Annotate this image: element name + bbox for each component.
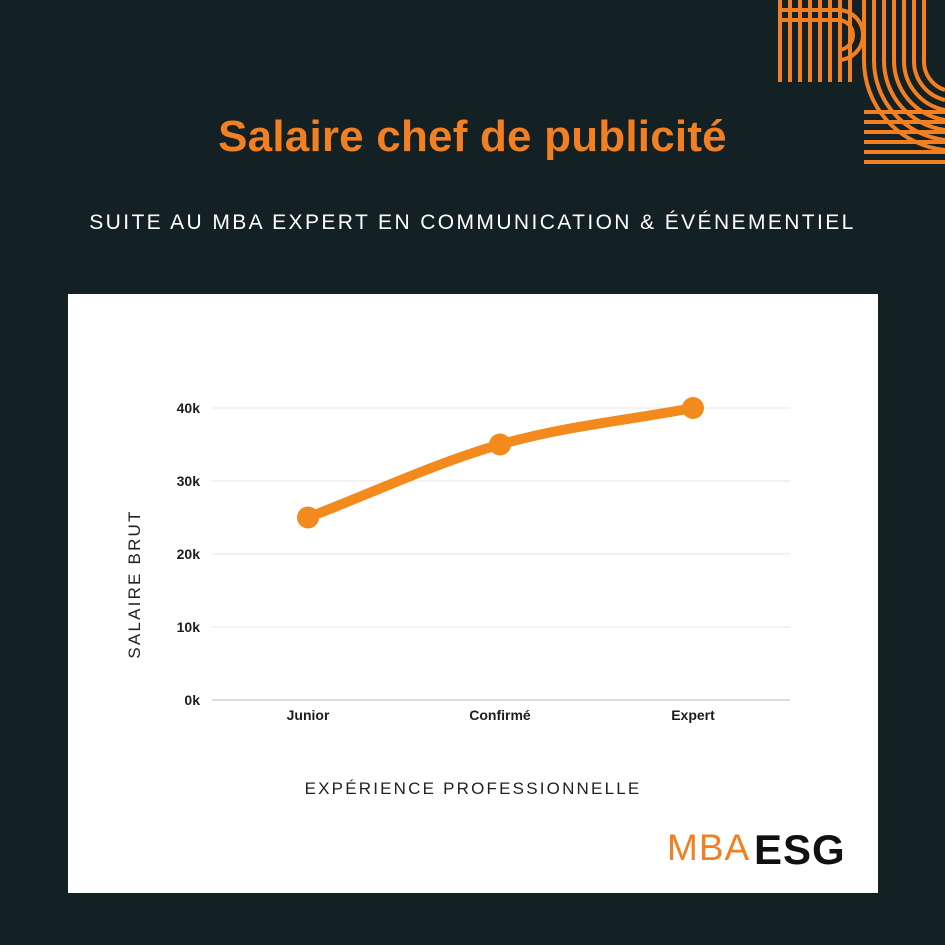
data-point (682, 397, 704, 419)
y-tick-label: 20k (177, 546, 201, 562)
decorative-stripes (778, 0, 945, 164)
logo-esg: ESG (754, 826, 846, 873)
series-line (303, 403, 698, 523)
logo-mba: MBA (667, 827, 750, 868)
x-tick-label: Confirmé (469, 707, 531, 723)
x-tick-label: Junior (287, 707, 330, 723)
data-point (489, 433, 511, 456)
mba-esg-logo: MBA ESG (667, 826, 846, 873)
y-tick-label: 30k (177, 473, 201, 489)
y-tick-label: 40k (177, 400, 201, 416)
data-point (297, 506, 319, 529)
series-layer (297, 397, 704, 529)
page-subtitle: SUITE AU MBA EXPERT EN COMMUNICATION & É… (89, 211, 856, 234)
x-tick-labels: Junior Confirmé Expert (287, 707, 716, 723)
x-axis-label: EXPÉRIENCE PROFESSIONNELLE (305, 779, 642, 798)
y-axis-label: SALAIRE BRUT (125, 509, 144, 658)
y-tick-label: 0k (184, 692, 200, 708)
page-title: Salaire chef de publicité (218, 112, 727, 161)
grid-lines (212, 407, 790, 701)
y-tick-label: 10k (177, 619, 201, 635)
x-tick-label: Expert (671, 707, 715, 723)
y-tick-labels: 0k 10k 20k 30k 40k (177, 400, 201, 708)
line-chart: 0k 10k 20k 30k 40k Junior Confirmé Expert SALA… (125, 397, 846, 873)
chart-card: 0k 10k 20k 30k 40k Junior Confirmé Expert SALA… (68, 294, 878, 893)
